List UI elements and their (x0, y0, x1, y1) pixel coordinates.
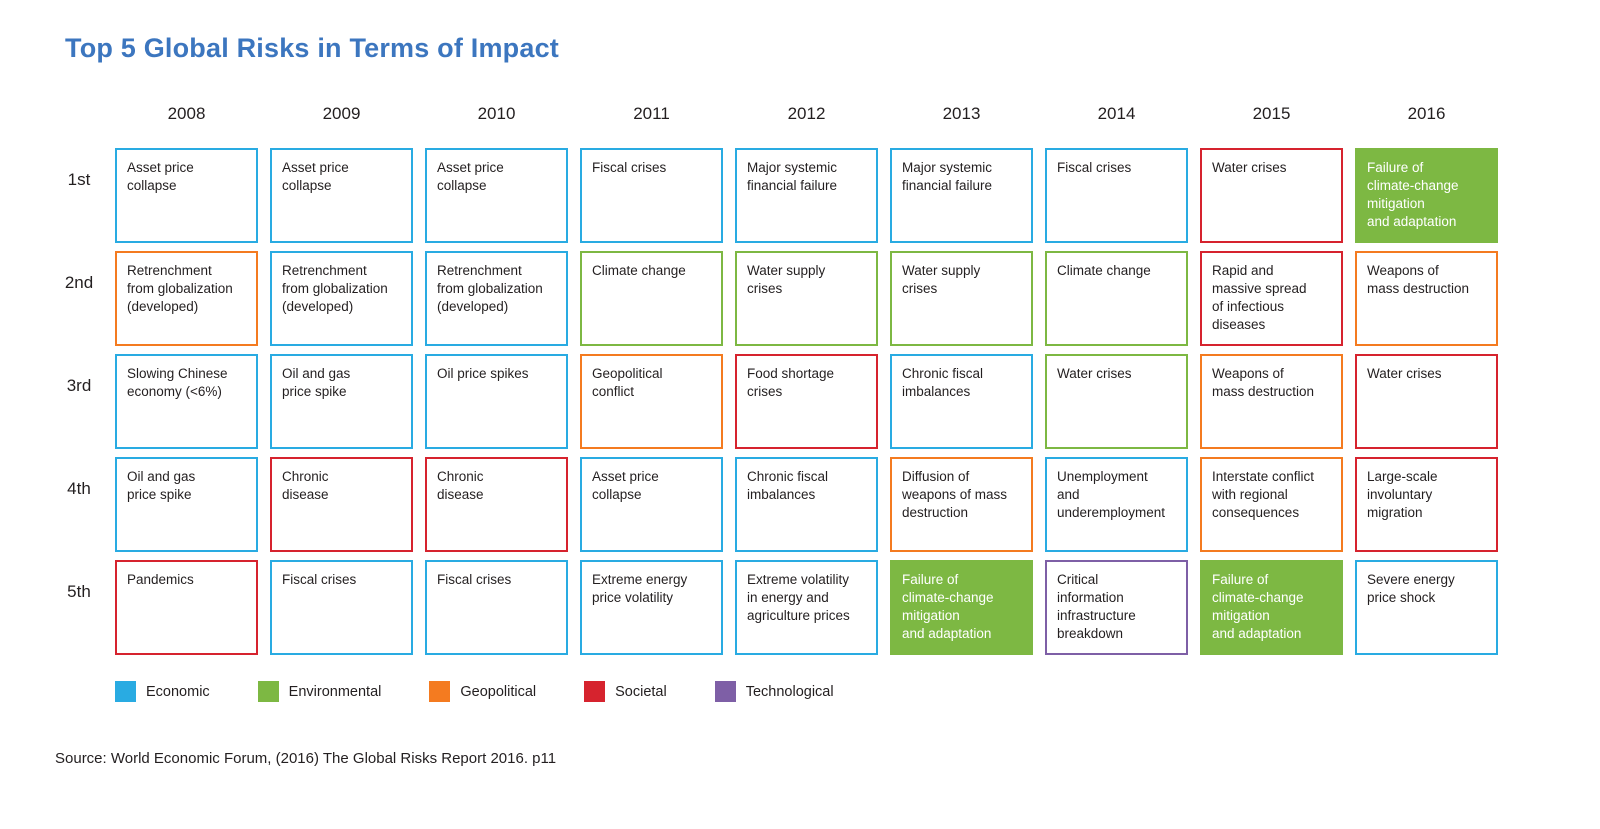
year-header-2009: 2009 (322, 104, 361, 123)
year-header-2013: 2013 (942, 104, 981, 123)
risk-cell: Slowing Chinese economy (<6%) (115, 354, 258, 449)
risk-cell: Water crises (1045, 354, 1188, 449)
geopolitical-swatch-icon (429, 681, 451, 702)
year-header-2016: 2016 (1407, 104, 1446, 123)
source-note: Source: World Economic Forum, (2016) The… (55, 750, 557, 767)
risk-cell: Unemployment and underemployment (1045, 457, 1188, 552)
risk-cell: Retrenchment from globalization (develop… (270, 251, 413, 346)
legend-label: Environmental (288, 683, 382, 700)
risk-cell: Chronic disease (425, 457, 568, 552)
rank-label-3rd: 3rd (66, 376, 92, 395)
risk-cell: Fiscal crises (270, 560, 413, 655)
rank-label-1st: 1st (67, 170, 91, 189)
legend-label: Technological (745, 683, 834, 700)
page-title: Top 5 Global Risks in Terms of Impact (65, 33, 559, 63)
risk-cell: Large-scale involuntary migration (1355, 457, 1498, 552)
risk-cell: Water crises (1200, 148, 1343, 243)
year-header-2012: 2012 (787, 104, 826, 123)
risk-cell: Chronic disease (270, 457, 413, 552)
risk-cell: Geopolitical conflict (580, 354, 723, 449)
risk-cell: Major systemic financial failure (735, 148, 878, 243)
legend-label: Societal (615, 683, 667, 700)
legend-label: Economic (146, 683, 210, 700)
year-header-2014: 2014 (1097, 104, 1136, 123)
risk-cell: Rapid and massive spread of infectious d… (1200, 251, 1343, 346)
risk-cell: Failure of climate-change mitigation and… (1200, 560, 1343, 655)
risk-cell: Fiscal crises (580, 148, 723, 243)
rank-label-5th: 5th (67, 582, 91, 601)
risk-cell: Major systemic financial failure (890, 148, 1033, 243)
risk-grid: 1st Asset price collapse Asset price colla… (55, 148, 1600, 655)
risk-cell: Food shortage crises (735, 354, 878, 449)
risk-cell: Oil price spikes (425, 354, 568, 449)
year-header-2015: 2015 (1252, 104, 1291, 123)
technological-swatch-icon (714, 681, 736, 702)
year-header-2010: 2010 (477, 104, 516, 123)
legend: Economic Environmental Geopolitical Societa… (115, 681, 1600, 702)
risk-cell: Chronic fiscal imbalances (735, 457, 878, 552)
risk-cell: Retrenchment from globalization (develop… (425, 251, 568, 346)
legend-item-geopolitical: Geopolitical (429, 681, 536, 702)
risk-cell: Chronic fiscal imbalances (890, 354, 1033, 449)
legend-item-societal: Societal (584, 681, 667, 702)
risk-cell: Asset price collapse (425, 148, 568, 243)
risk-cell: Water supply crises (735, 251, 878, 346)
year-header-2008: 2008 (167, 104, 206, 123)
risk-cell: Failure of climate-change mitigation and… (1355, 148, 1498, 243)
risk-cell: Fiscal crises (1045, 148, 1188, 243)
risk-cell: Asset price collapse (270, 148, 413, 243)
risk-cell: Severe energy price shock (1355, 560, 1498, 655)
risk-cell: Extreme energy price volatility (580, 560, 723, 655)
risk-cell: Weapons of mass destruction (1355, 251, 1498, 346)
risk-cell: Oil and gas price spike (115, 457, 258, 552)
economic-swatch-icon (115, 681, 136, 702)
environmental-swatch-icon (257, 681, 279, 702)
legend-item-economic: Economic (115, 681, 210, 702)
risk-cell: Oil and gas price spike (270, 354, 413, 449)
grid-corner (55, 104, 103, 124)
risk-cell: Diffusion of weapons of mass destruction (890, 457, 1033, 552)
risk-cell: Water supply crises (890, 251, 1033, 346)
risk-cell: Interstate conflict with regional conseq… (1200, 457, 1343, 552)
risk-cell: Retrenchment from globalization (develop… (115, 251, 258, 346)
year-header-row: 2008 2009 2010 2011 2012 2013 2014 2015 2016 (55, 104, 1600, 124)
legend-item-environmental: Environmental (257, 681, 382, 702)
risk-cell: Failure of climate-change mitigation and… (890, 560, 1033, 655)
risk-cell: Climate change (580, 251, 723, 346)
rank-label-2nd: 2nd (64, 273, 94, 292)
risk-cell: Water crises (1355, 354, 1498, 449)
societal-swatch-icon (584, 681, 606, 702)
risk-cell: Climate change (1045, 251, 1188, 346)
risk-cell: Critical information infrastructure brea… (1045, 560, 1188, 655)
risk-cell: Fiscal crises (425, 560, 568, 655)
year-header-2011: 2011 (633, 104, 670, 123)
risk-cell: Pandemics (115, 560, 258, 655)
risk-cell: Extreme volatility in energy and agricul… (735, 560, 878, 655)
legend-item-technological: Technological (714, 681, 834, 702)
legend-label: Geopolitical (460, 683, 537, 700)
risk-cell: Asset price collapse (580, 457, 723, 552)
rank-label-4th: 4th (67, 479, 91, 498)
risk-cell: Asset price collapse (115, 148, 258, 243)
risk-cell: Weapons of mass destruction (1200, 354, 1343, 449)
